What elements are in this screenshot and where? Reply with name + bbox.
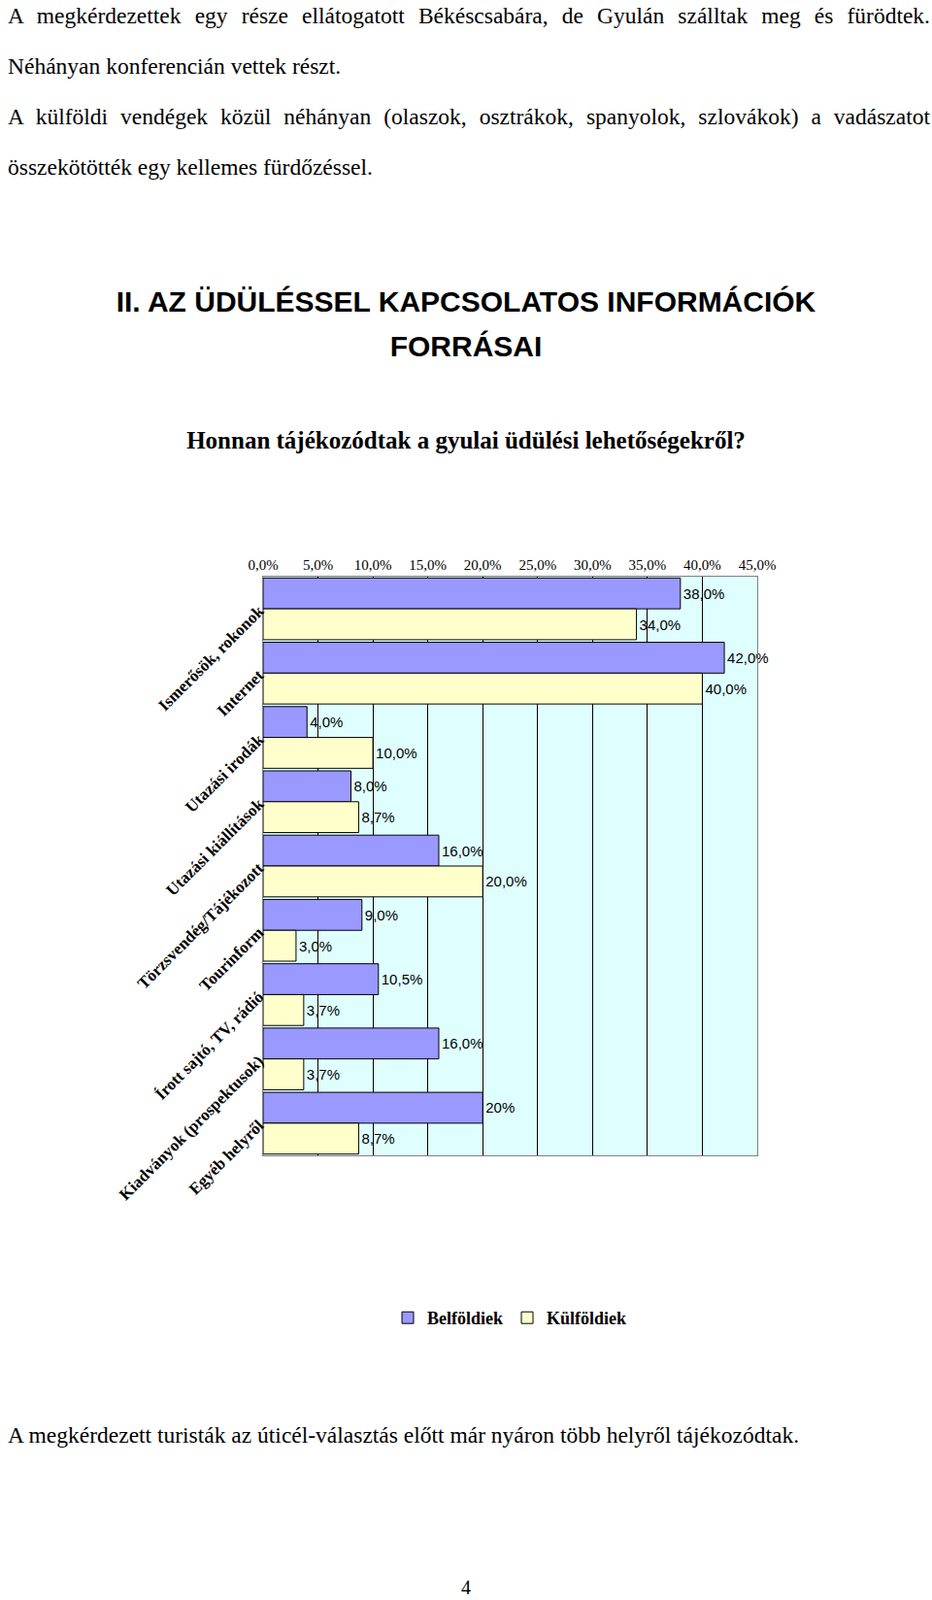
svg-text:9,0%: 9,0%: [365, 906, 399, 924]
svg-text:15,0%: 15,0%: [408, 557, 447, 573]
svg-text:10,0%: 10,0%: [375, 744, 418, 762]
svg-text:35,0%: 35,0%: [629, 557, 667, 573]
svg-text:40,0%: 40,0%: [683, 557, 722, 573]
svg-text:34,0%: 34,0%: [639, 616, 682, 633]
svg-text:10,0%: 10,0%: [354, 557, 393, 573]
svg-text:Törzsvendég/Tájékozott: Törzsvendég/Tájékozott: [133, 859, 268, 994]
svg-text:Írott sajtó, TV, rádió: Írott sajtó, TV, rádió: [151, 987, 267, 1103]
svg-text:3,7%: 3,7%: [306, 1001, 340, 1019]
svg-text:30,0%: 30,0%: [573, 557, 612, 573]
svg-text:38,0%: 38,0%: [683, 585, 726, 602]
svg-text:Ismerősök, rokonok: Ismerősök, rokonok: [154, 601, 267, 715]
svg-text:16,0%: 16,0%: [441, 1034, 484, 1052]
svg-text:20,0%: 20,0%: [485, 872, 528, 890]
svg-text:25,0%: 25,0%: [518, 557, 557, 573]
svg-text:8,0%: 8,0%: [353, 777, 387, 795]
html-text:II. AZ ÜDÜLÉSSEL KAPCSOLATOS I: II. AZ ÜDÜLÉSSEL KAPCSOLATOS INFORMÁCIÓK: [116, 285, 816, 318]
svg-text:5,0%: 5,0%: [302, 557, 333, 573]
svg-text:Tourinform: Tourinform: [196, 923, 268, 996]
html-text:Honnan tájékozódtak a gyulai ü: Honnan tájékozódtak a gyulai üdülési leh…: [186, 427, 746, 454]
svg-text:Egyéb helyről: Egyéb helyről: [185, 1116, 268, 1199]
svg-text:Utazási kiállítások: Utazási kiállítások: [162, 794, 267, 899]
svg-text:4,0%: 4,0%: [309, 713, 343, 731]
svg-text:20%: 20%: [485, 1098, 515, 1116]
svg-text:Belföldiek: Belföldiek: [427, 1308, 503, 1329]
svg-text:3,7%: 3,7%: [306, 1065, 340, 1083]
svg-text:42,0%: 42,0%: [727, 649, 769, 666]
svg-text:Külföldiek: Külföldiek: [546, 1308, 627, 1329]
svg-text:8,7%: 8,7%: [361, 808, 395, 826]
html-text:A megkérdezettek egy része ell: A megkérdezettek egy része ellátogatott …: [7, 2, 931, 79]
svg-text:16,0%: 16,0%: [441, 842, 484, 860]
html-text:A megkérdezett turisták az úti: A megkérdezett turisták az úticél-válasz…: [7, 1422, 799, 1448]
svg-text:10,5%: 10,5%: [381, 970, 424, 988]
html-text:FORRÁSAI: FORRÁSAI: [389, 330, 543, 363]
svg-text:40,0%: 40,0%: [704, 680, 747, 698]
html-text:A külföldi vendégek közül néhá: A külföldi vendégek közül néhányan (olas…: [7, 103, 931, 180]
svg-text:8,7%: 8,7%: [361, 1130, 395, 1147]
svg-text:Kiadványok (prospektusok): Kiadványok (prospektusok): [115, 1052, 268, 1205]
svg-text:Internet: Internet: [213, 665, 268, 721]
svg-text:Utazási irodák: Utazási irodák: [181, 730, 268, 817]
svg-text:3,0%: 3,0%: [299, 937, 333, 955]
svg-text:45,0%: 45,0%: [738, 557, 777, 573]
svg-text:0,0%: 0,0%: [247, 557, 278, 573]
html-text:4: 4: [461, 1576, 471, 1598]
svg-text:20,0%: 20,0%: [464, 557, 502, 573]
